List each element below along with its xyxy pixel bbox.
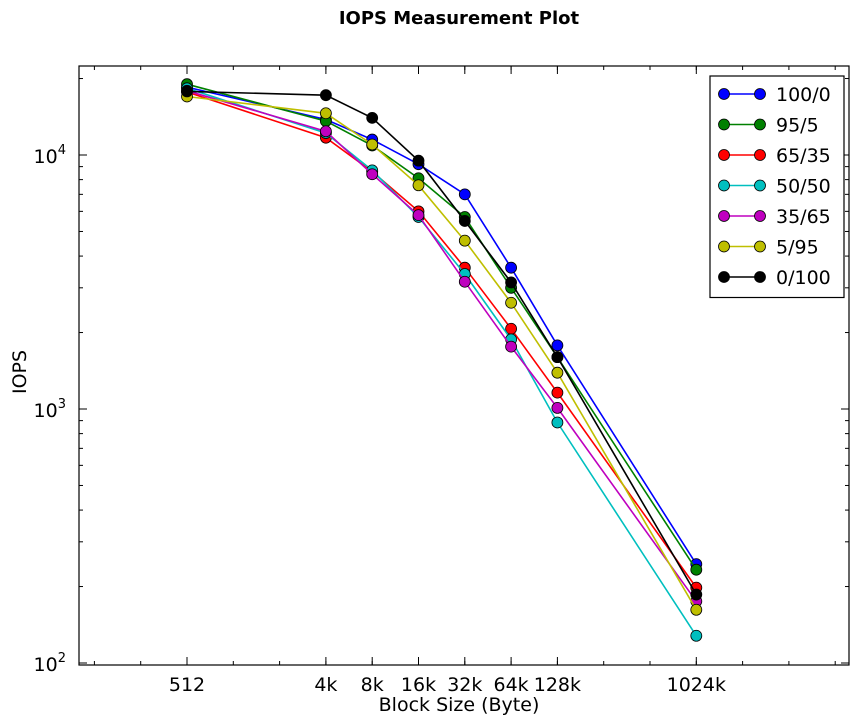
legend-marker xyxy=(718,271,730,283)
series-line xyxy=(186,90,697,602)
chart-title: IOPS Measurement Plot xyxy=(339,8,580,29)
data-point xyxy=(551,339,564,352)
data-point xyxy=(319,107,332,120)
data-point xyxy=(690,563,703,576)
series-line xyxy=(186,87,697,637)
data-point xyxy=(366,111,379,124)
legend-marker xyxy=(718,179,730,192)
series-line xyxy=(186,95,697,611)
plot-area: 102 103 104 512 4k 8k 16k 32k 64k 128k 1024k 100/0 9… xyxy=(34,65,850,696)
data-point xyxy=(690,588,703,601)
legend-marker xyxy=(718,210,730,222)
data-point xyxy=(505,296,518,309)
data-point xyxy=(458,188,471,201)
legend: 100/0 95/5 65/35 50/50 35/65 5/95 0/100 xyxy=(709,75,845,299)
y-tick-label: 103 xyxy=(34,397,66,422)
plot-frame xyxy=(78,65,850,666)
legend-marker xyxy=(754,240,766,253)
series-line xyxy=(186,90,697,595)
data-point xyxy=(551,351,564,364)
legend-label: 35/65 xyxy=(776,206,831,228)
data-point xyxy=(181,85,193,98)
data-point xyxy=(690,603,703,616)
y-tick-label: 104 xyxy=(34,143,66,168)
legend-marker xyxy=(754,271,766,283)
data-point xyxy=(412,179,425,192)
data-point xyxy=(412,209,425,221)
data-point xyxy=(551,416,564,429)
x-tick-label: 512 xyxy=(169,674,205,696)
data-point xyxy=(458,215,471,227)
x-tick-label: 1024k xyxy=(667,674,726,696)
x-tick-label: 8k xyxy=(361,674,384,696)
series-5-95 xyxy=(181,90,703,616)
data-point xyxy=(366,138,379,151)
legend-marker xyxy=(754,210,766,222)
legend-box xyxy=(709,75,845,299)
x-tick-label: 32k xyxy=(447,674,482,696)
legend-marker xyxy=(718,149,730,161)
series-35-65 xyxy=(181,84,703,608)
legend-marker xyxy=(718,240,730,253)
legend-marker xyxy=(754,149,766,161)
y-axis-label: IOPS xyxy=(9,350,31,394)
data-point xyxy=(551,386,564,399)
series-100-0 xyxy=(181,81,703,571)
data-point xyxy=(505,276,518,289)
legend-marker xyxy=(718,88,730,100)
legend-marker xyxy=(754,88,766,100)
x-tick-label: 4k xyxy=(314,674,337,696)
legend-marker xyxy=(754,118,766,131)
x-tick-label: 16k xyxy=(401,674,436,696)
data-point xyxy=(551,366,564,379)
series-65-35 xyxy=(181,86,703,594)
legend-label: 5/95 xyxy=(776,237,819,259)
data-point xyxy=(505,261,518,274)
x-axis-label: Block Size (Byte) xyxy=(379,694,540,716)
legend-label: 0/100 xyxy=(776,267,831,289)
x-tick-label: 128k xyxy=(534,674,581,696)
x-tick-label: 64k xyxy=(494,674,529,696)
data-point xyxy=(319,89,332,102)
data-point xyxy=(505,340,518,353)
legend-marker xyxy=(754,179,766,192)
data-point xyxy=(458,234,471,247)
data-point xyxy=(690,629,703,642)
data-point xyxy=(458,275,471,288)
legend-label: 65/35 xyxy=(776,145,831,167)
legend-label: 95/5 xyxy=(776,115,819,137)
y-tick-label: 102 xyxy=(34,651,66,676)
series-line xyxy=(186,91,697,589)
legend-label: 50/50 xyxy=(776,176,831,198)
series-0-100 xyxy=(181,85,703,601)
legend-marker xyxy=(718,118,730,131)
data-point xyxy=(319,125,332,138)
data-point xyxy=(366,168,379,181)
data-point xyxy=(551,402,564,414)
data-point xyxy=(412,154,425,167)
series-50-50 xyxy=(181,82,703,642)
series-line xyxy=(186,83,697,571)
series-line xyxy=(186,86,697,565)
legend-label: 100/0 xyxy=(776,84,831,106)
